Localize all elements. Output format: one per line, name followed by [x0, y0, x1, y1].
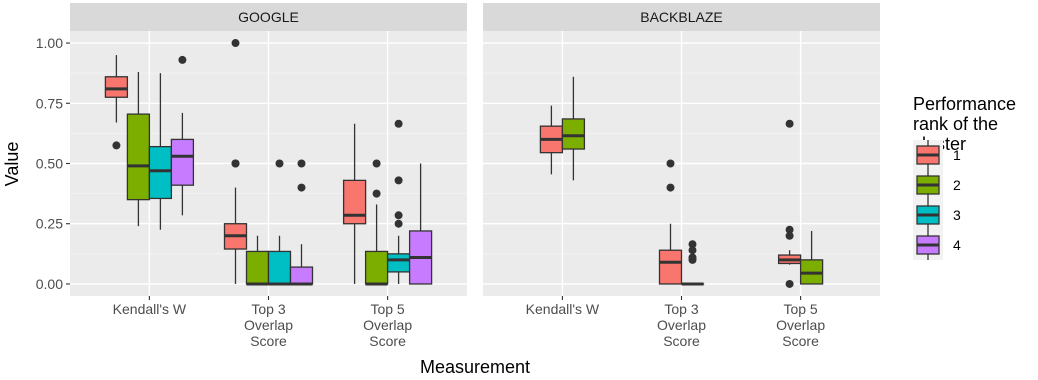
box-rank-1 [539, 105, 564, 175]
x-axis: Kendall's W Top 3 Overlap Score Top 5 Overlap… [113, 296, 825, 349]
legend-key-2 [913, 170, 943, 200]
box-rank-4 [408, 163, 433, 285]
box-rank-4 [289, 159, 314, 286]
box-rank-1 [342, 123, 367, 284]
x-tick-label: Top 5 Overlap Score [363, 301, 412, 349]
box-rank-2 [364, 159, 389, 286]
box-iqr [289, 266, 314, 285]
x-axis-title: Measurement [420, 357, 530, 377]
box-iqr [148, 145, 173, 200]
outlier-point [785, 231, 794, 240]
box-iqr [561, 118, 586, 150]
outlier-point [297, 159, 306, 168]
box-iqr [170, 138, 195, 186]
outlier-point [666, 159, 675, 168]
box-iqr [386, 253, 411, 273]
outlier-point [688, 255, 697, 264]
facet-strip-label: GOOGLE [238, 9, 299, 25]
box-rank-1 [104, 55, 129, 150]
outlier-point [688, 240, 697, 249]
box-rank-3 [148, 73, 173, 230]
y-tick-label: 0.50 [36, 156, 63, 172]
outlier-point [231, 159, 240, 168]
legend-label: 3 [953, 207, 961, 223]
box-rank-2 [245, 235, 270, 286]
outlier-point [688, 246, 697, 255]
panel-backblaze: BACKBLAZE [483, 3, 880, 296]
legend-label: 2 [953, 177, 961, 193]
outlier-point [231, 39, 240, 48]
outlier-point [394, 176, 403, 185]
outlier-point [394, 211, 403, 220]
box-rank-3 [267, 159, 292, 286]
facet-strip-label: BACKBLAZE [640, 9, 722, 25]
box-rank-2 [799, 230, 824, 285]
outlier-point [112, 141, 121, 150]
x-tick-label: Kendall's W [113, 301, 187, 317]
y-tick-label: 0.75 [36, 95, 63, 111]
panel-google: GOOGLE [70, 3, 467, 296]
outlier-point [394, 219, 403, 228]
outlier-point [785, 225, 794, 234]
x-tick-label: Top 3 Overlap Score [244, 301, 293, 349]
facet-strip [483, 3, 880, 31]
outlier-point [666, 183, 675, 192]
box-iqr [267, 250, 292, 285]
x-tick-label: Top 3 Overlap Score [657, 301, 706, 349]
box-rank-2 [680, 240, 705, 286]
box-rank-1 [658, 159, 683, 285]
x-tick-label: Kendall's W [526, 301, 600, 317]
y-tick-label: 1.00 [36, 35, 63, 51]
outlier-point [785, 119, 794, 128]
outlier-point [394, 119, 403, 128]
legend-key-3 [913, 200, 943, 230]
outlier-point [372, 189, 381, 198]
box-rank-4 [170, 55, 195, 216]
box-rank-1 [223, 39, 248, 284]
panels: GOOGLE BACKBLAZE [70, 3, 880, 296]
box-iqr [342, 179, 367, 225]
outlier-point [372, 159, 381, 168]
box-rank-1 [777, 119, 802, 288]
y-tick-label: 0.00 [36, 276, 63, 292]
outlier-point [275, 159, 284, 168]
box-iqr [104, 76, 129, 98]
outlier-point [178, 55, 187, 64]
outlier-point [785, 279, 794, 288]
box-rank-2 [126, 71, 151, 227]
legend-label: 4 [953, 237, 961, 253]
box-rank-2 [561, 76, 586, 181]
y-axis: 0.00 0.25 0.50 0.75 1.00 [36, 35, 70, 292]
y-tick-label: 0.25 [36, 216, 63, 232]
box-iqr [245, 250, 270, 285]
box-iqr [126, 113, 151, 201]
legend-key-4 [913, 230, 943, 260]
facet-strip [70, 3, 467, 31]
outlier-point [297, 183, 306, 192]
x-tick-label: Top 5 Overlap Score [776, 301, 825, 349]
y-axis-title: Value [2, 142, 22, 187]
legend-label: 1 [953, 147, 961, 163]
legend-key-1 [913, 140, 943, 170]
box-iqr [364, 250, 389, 285]
box-iqr [658, 249, 683, 285]
